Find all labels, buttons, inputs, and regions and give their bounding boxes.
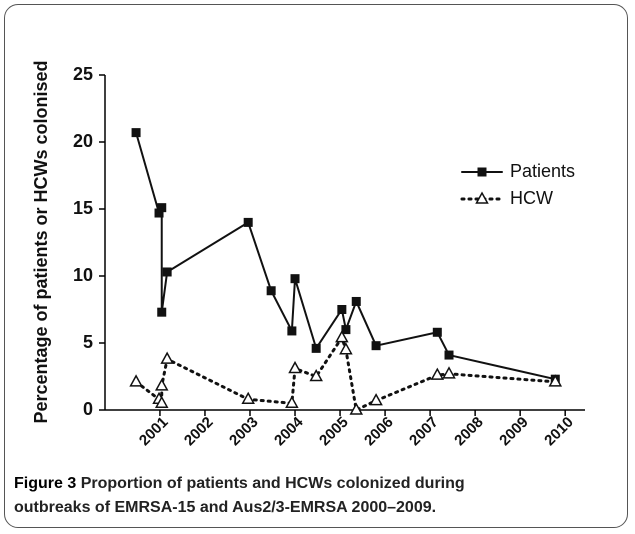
data-point (129, 374, 143, 387)
data-point (157, 203, 167, 213)
data-point (154, 395, 169, 409)
y-tick-label: 25 (73, 64, 93, 84)
data-point (351, 296, 361, 306)
x-tick-label: 2004 (271, 413, 307, 449)
data-point (349, 402, 364, 415)
x-tick-label: 2006 (361, 414, 397, 450)
data-point (337, 305, 347, 314)
y-tick-label: 20 (73, 131, 93, 151)
caption-text: outbreaks of EMRSA-15 and Aus2/3-EMRSA 2… (14, 499, 436, 516)
data-point (160, 351, 174, 364)
data-point (432, 327, 442, 337)
data-point (266, 286, 276, 296)
data-point (154, 378, 169, 391)
caption-text: Proportion of patients and HCWs colonize… (81, 475, 465, 492)
data-point (154, 208, 164, 218)
figure-frame (4, 4, 628, 528)
caption-label: Figure 3 (14, 475, 76, 492)
y-tick-label: 0 (83, 399, 93, 419)
x-tick-label: 2010 (541, 414, 577, 450)
legend-marker (475, 191, 489, 204)
x-tick-label: 2001 (136, 414, 172, 450)
legend-marker (477, 167, 487, 177)
x-tick-label: 2003 (226, 414, 262, 450)
y-tick-label: 10 (73, 265, 93, 285)
data-point (241, 391, 255, 405)
x-tick-label: 2007 (406, 414, 442, 450)
series-line (134, 334, 557, 413)
data-point (371, 341, 381, 351)
data-point (311, 343, 321, 353)
data-point (162, 267, 172, 277)
data-point (339, 342, 353, 355)
y-tick-label: 15 (73, 198, 93, 218)
y-tick-label: 5 (83, 332, 93, 352)
data-point (243, 217, 253, 227)
data-point (131, 128, 141, 138)
data-point (288, 360, 302, 374)
legend-label: HCW (510, 188, 553, 208)
caption: Figure 3 Proportion of patients and HCWs… (14, 475, 465, 492)
x-tick-label: 2009 (496, 414, 532, 450)
x-tick-label: 2002 (181, 414, 217, 450)
x-tick-label: 2008 (451, 414, 487, 450)
data-point (290, 274, 300, 284)
data-point (444, 350, 454, 360)
data-point (442, 366, 456, 379)
data-point (369, 393, 383, 406)
x-tick-label: 2005 (316, 414, 352, 450)
data-point (285, 395, 299, 409)
data-point (309, 368, 323, 382)
data-point (341, 325, 351, 335)
data-point (430, 367, 445, 380)
data-point (287, 326, 297, 336)
y-axis-label: Percentage of patients or HCWs colonised (31, 60, 51, 423)
data-point (548, 374, 563, 387)
data-point (157, 307, 167, 317)
legend-label: Patients (510, 161, 575, 181)
data-point (335, 330, 349, 343)
